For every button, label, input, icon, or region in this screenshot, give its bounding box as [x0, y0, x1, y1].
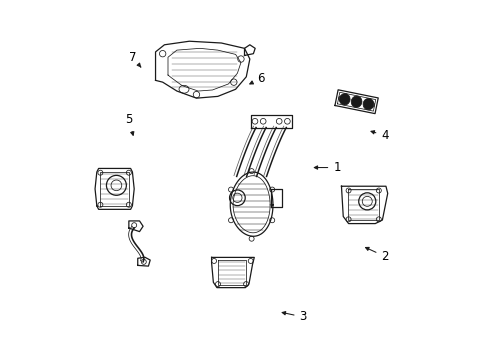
Text: 5: 5 [125, 113, 134, 135]
Ellipse shape [339, 94, 349, 105]
Polygon shape [129, 221, 143, 231]
Text: 4: 4 [370, 129, 388, 142]
Polygon shape [233, 176, 269, 233]
Polygon shape [95, 168, 134, 210]
Polygon shape [230, 172, 272, 236]
Polygon shape [155, 41, 249, 98]
Polygon shape [334, 90, 377, 114]
Polygon shape [244, 45, 255, 55]
Polygon shape [337, 92, 375, 111]
Polygon shape [168, 48, 241, 91]
Text: 3: 3 [282, 310, 306, 324]
Polygon shape [341, 186, 387, 224]
Polygon shape [347, 189, 378, 220]
Text: 2: 2 [365, 247, 388, 263]
Polygon shape [211, 257, 254, 288]
Polygon shape [218, 260, 245, 285]
Ellipse shape [350, 96, 361, 107]
Text: 1: 1 [314, 161, 340, 174]
Polygon shape [138, 257, 150, 266]
Text: 7: 7 [128, 51, 141, 67]
Polygon shape [100, 172, 129, 206]
Polygon shape [250, 115, 291, 127]
Ellipse shape [363, 98, 373, 110]
Text: 6: 6 [249, 72, 264, 85]
Polygon shape [271, 189, 281, 207]
